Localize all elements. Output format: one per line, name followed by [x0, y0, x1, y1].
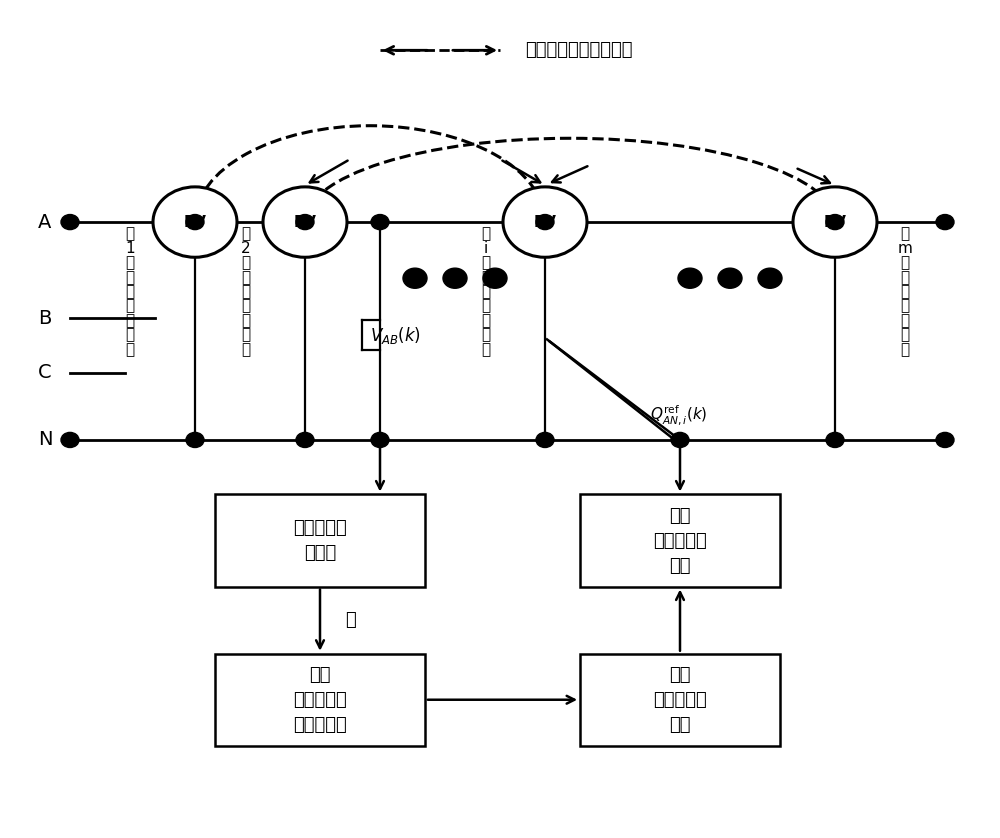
Circle shape	[371, 215, 389, 230]
Circle shape	[826, 215, 844, 230]
Text: 第
i
个
分
布
式
星
形
组: 第 i 个 分 布 式 星 形 组	[481, 226, 491, 357]
Circle shape	[826, 432, 844, 447]
Circle shape	[758, 268, 782, 288]
Circle shape	[536, 432, 554, 447]
Bar	[580, 494, 780, 587]
Text: 局部通信网络通信链路: 局部通信网络通信链路	[525, 41, 633, 59]
Circle shape	[793, 187, 877, 257]
Circle shape	[61, 215, 79, 230]
Text: 计算
无功功率补
偿度: 计算 无功功率补 偿度	[653, 665, 707, 734]
Circle shape	[483, 268, 507, 288]
Circle shape	[936, 432, 954, 447]
Circle shape	[503, 187, 587, 257]
Text: A: A	[38, 213, 52, 231]
Circle shape	[153, 187, 237, 257]
Circle shape	[371, 432, 389, 447]
Circle shape	[403, 268, 427, 288]
Circle shape	[718, 268, 742, 288]
Circle shape	[296, 432, 314, 447]
Circle shape	[263, 187, 347, 257]
Text: 第
1
个
分
布
式
星
形
组: 第 1 个 分 布 式 星 形 组	[125, 226, 135, 357]
Circle shape	[936, 215, 954, 230]
Text: C: C	[38, 364, 52, 382]
Circle shape	[186, 432, 204, 447]
Text: PV: PV	[184, 215, 206, 230]
Text: $V_{AB}(k)$: $V_{AB}(k)$	[370, 324, 421, 346]
Text: 是: 是	[345, 611, 356, 629]
Text: PV: PV	[534, 215, 556, 230]
Text: 判断是否启
动补偿: 判断是否启 动补偿	[293, 519, 347, 562]
Text: N: N	[38, 431, 52, 449]
Circle shape	[536, 215, 554, 230]
Circle shape	[671, 432, 689, 447]
Text: 计算
无功功率参
考值: 计算 无功功率参 考值	[653, 506, 707, 575]
Circle shape	[678, 268, 702, 288]
Circle shape	[186, 215, 204, 230]
Text: PV: PV	[824, 215, 846, 230]
Text: 第
2
个
分
布
式
星
形
组: 第 2 个 分 布 式 星 形 组	[241, 226, 251, 357]
Text: $Q^{\rm ref}_{AN,i}(k)$: $Q^{\rm ref}_{AN,i}(k)$	[650, 403, 708, 427]
Bar	[215, 654, 425, 746]
Circle shape	[61, 432, 79, 447]
Circle shape	[443, 268, 467, 288]
Text: 第
m
个
分
布
式
星
形
组: 第 m 个 分 布 式 星 形 组	[898, 226, 912, 357]
Circle shape	[296, 215, 314, 230]
Text: B: B	[38, 309, 52, 328]
Bar	[580, 654, 780, 746]
Bar	[215, 494, 425, 587]
Text: PV: PV	[294, 215, 316, 230]
Text: 计算
可用无功容
量的最大值: 计算 可用无功容 量的最大值	[293, 665, 347, 734]
